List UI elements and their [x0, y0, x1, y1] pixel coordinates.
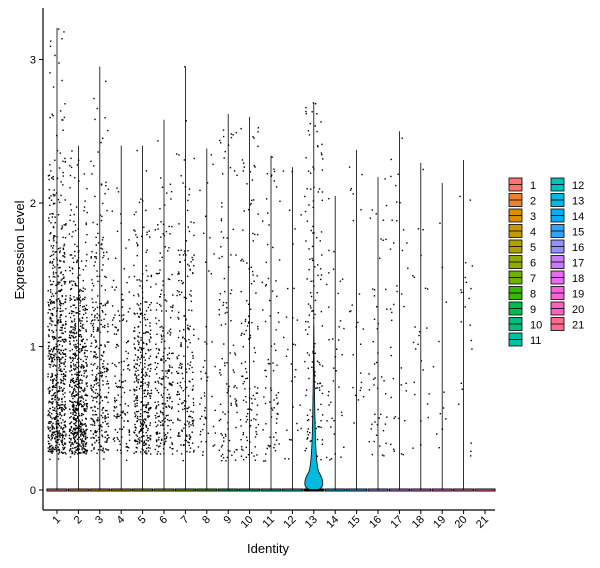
violin-group-9 — [217, 114, 239, 492]
x-tick-label-8: 8 — [200, 514, 213, 527]
violin-group-6 — [153, 119, 175, 492]
x-tick-label-11: 11 — [261, 514, 278, 531]
legend-label-8: 8 — [530, 289, 536, 301]
points-11 — [261, 156, 281, 462]
violin-group-20 — [453, 159, 475, 492]
x-tick-label-2: 2 — [72, 514, 85, 527]
x-tick-label-12: 12 — [281, 514, 298, 531]
x-tick-label-9: 9 — [222, 514, 235, 527]
points-7 — [175, 66, 195, 462]
x-tick-label-19: 19 — [431, 514, 448, 531]
violin-group-14 — [324, 195, 346, 492]
violin-group-3 — [89, 66, 111, 492]
points-3 — [90, 80, 110, 460]
legend-label-19: 19 — [572, 289, 584, 301]
legend-label-11: 11 — [530, 335, 541, 347]
violin-group-10 — [239, 116, 261, 492]
violin-group-15 — [346, 149, 368, 492]
legend-label-17: 17 — [572, 258, 584, 270]
points-13 — [304, 102, 324, 461]
x-tick-label-10: 10 — [239, 514, 256, 531]
x-tick-label-6: 6 — [157, 514, 170, 527]
x-tick-label-4: 4 — [115, 514, 128, 527]
x-tick-label-3: 3 — [93, 514, 106, 527]
violin-group-11 — [260, 155, 282, 492]
y-tick-label-1: 1 — [30, 342, 36, 354]
violin-group-2 — [67, 145, 89, 492]
x-axis-title: Identity — [247, 541, 289, 556]
violin-group-12 — [281, 167, 303, 492]
y-tick-label-3: 3 — [30, 55, 36, 67]
x-tick-label-1: 1 — [50, 514, 63, 527]
legend-label-12: 12 — [572, 180, 584, 192]
points-6 — [154, 140, 174, 455]
x-tick-label-5: 5 — [136, 514, 149, 527]
x-tick-label-13: 13 — [303, 514, 320, 531]
legend-label-14: 14 — [572, 211, 584, 223]
violin-group-18 — [410, 162, 432, 492]
x-tick-label-20: 20 — [453, 514, 470, 531]
legend-label-16: 16 — [572, 242, 584, 254]
violin-group-7 — [174, 66, 196, 492]
violin-body-13 — [304, 324, 324, 491]
violin-base-21 — [474, 488, 496, 492]
legend-label-4: 4 — [530, 227, 536, 239]
violin-group-4 — [110, 145, 132, 492]
legend-label-15: 15 — [572, 227, 584, 239]
violin-group-19 — [431, 182, 453, 492]
y-axis-title: Expression Level — [12, 200, 27, 299]
legend-label-3: 3 — [530, 211, 536, 223]
x-tick-label-17: 17 — [388, 514, 405, 531]
points-8 — [197, 154, 217, 456]
legend-label-7: 7 — [530, 273, 536, 285]
legend-label-1: 1 — [530, 180, 536, 192]
y-tick-label-2: 2 — [30, 198, 36, 210]
x-tick-label-7: 7 — [179, 514, 192, 527]
points-layer — [47, 28, 474, 462]
violin-group-1 — [46, 27, 68, 492]
violins-layer — [46, 27, 496, 492]
legend-label-13: 13 — [572, 196, 584, 208]
legend-label-9: 9 — [530, 304, 536, 316]
x-tick-label-16: 16 — [367, 514, 384, 531]
violin-group-17 — [388, 131, 410, 492]
legend-label-18: 18 — [572, 273, 584, 285]
violin-group-13 — [303, 102, 325, 492]
x-tick-label-18: 18 — [410, 514, 427, 531]
points-1 — [47, 28, 67, 461]
legend-label-5: 5 — [530, 242, 536, 254]
legend-label-20: 20 — [572, 304, 584, 316]
points-4 — [111, 187, 131, 462]
legend-label-21: 21 — [572, 320, 584, 332]
legend-label-6: 6 — [530, 258, 536, 270]
legend-label-10: 10 — [530, 320, 542, 332]
legend-label-2: 2 — [530, 196, 536, 208]
violin-group-21 — [474, 488, 496, 492]
points-20 — [458, 195, 474, 457]
violin-group-5 — [132, 145, 154, 492]
points-17 — [389, 137, 409, 456]
points-19 — [432, 222, 448, 449]
points-2 — [68, 150, 89, 458]
y-tick-label-0: 0 — [30, 485, 36, 497]
points-9 — [218, 129, 238, 462]
x-tick-label-14: 14 — [324, 514, 341, 531]
x-tick-label-15: 15 — [346, 514, 363, 531]
violin-group-16 — [367, 177, 389, 492]
x-tick-label-21: 21 — [474, 514, 491, 531]
violin-group-8 — [196, 148, 218, 492]
